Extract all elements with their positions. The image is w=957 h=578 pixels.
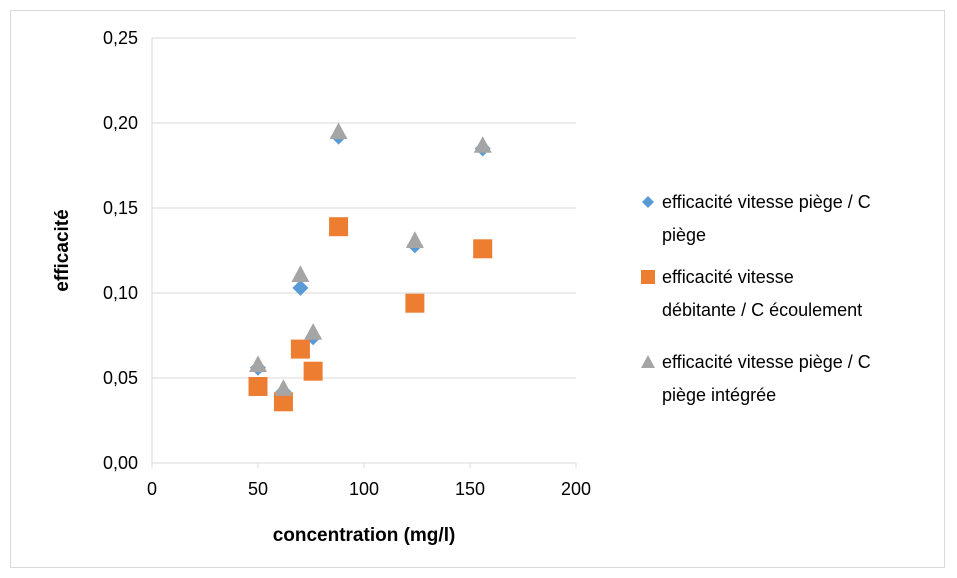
y-tick-label: 0,05 bbox=[103, 368, 138, 388]
legend-label: efficacité vitesse bbox=[662, 267, 794, 287]
data-point-square bbox=[473, 239, 493, 259]
legend-label: débitante / C écoulement bbox=[662, 300, 862, 320]
data-point-square bbox=[273, 392, 293, 412]
y-tick-label: 0,25 bbox=[103, 28, 138, 48]
series-square bbox=[248, 217, 493, 412]
y-tick-label: 0,15 bbox=[103, 198, 138, 218]
y-tick-label: 0,10 bbox=[103, 283, 138, 303]
data-point-square bbox=[290, 339, 310, 359]
legend: efficacité vitesse piège / C piège efficac… bbox=[641, 192, 871, 405]
data-point-square bbox=[248, 377, 268, 396]
x-axis-title: concentration (mg/l) bbox=[273, 525, 456, 546]
legend-marker-triangle bbox=[641, 355, 655, 368]
y-axis-title: efficacité bbox=[52, 209, 73, 291]
x-tick-label: 100 bbox=[349, 479, 379, 499]
data-point-diamond bbox=[292, 279, 309, 296]
y-tick-label: 0,20 bbox=[103, 113, 138, 133]
data-point-triangle bbox=[473, 136, 492, 153]
x-tick-label: 0 bbox=[147, 479, 157, 499]
x-tick-label: 200 bbox=[561, 479, 591, 499]
legend-label: piège intégrée bbox=[662, 385, 776, 405]
data-points bbox=[248, 122, 493, 412]
y-tick-labels: 0,00 0,05 0,10 0,15 0,20 0,25 bbox=[103, 28, 138, 473]
axes bbox=[151, 38, 577, 468]
data-point-triangle bbox=[249, 355, 267, 373]
data-point-triangle bbox=[274, 379, 293, 396]
x-tick-label: 150 bbox=[455, 479, 485, 499]
chart-area bbox=[10, 10, 945, 568]
data-point-triangle bbox=[405, 231, 424, 248]
series-diamond bbox=[250, 128, 491, 400]
x-tick-labels: 0 50 100 150 200 bbox=[147, 479, 591, 499]
legend-label: efficacité vitesse piège / C bbox=[662, 352, 871, 372]
data-point-square bbox=[405, 293, 425, 313]
data-point-triangle bbox=[304, 323, 323, 340]
y-tick-label: 0,00 bbox=[103, 453, 138, 473]
series-triangle bbox=[249, 122, 492, 396]
data-point-triangle bbox=[291, 265, 310, 282]
legend-marker-diamond bbox=[642, 196, 654, 208]
data-point-square bbox=[303, 361, 323, 381]
x-tick-label: 50 bbox=[248, 479, 268, 499]
legend-label: piège bbox=[662, 225, 706, 245]
data-point-square bbox=[329, 217, 349, 237]
legend-marker-square bbox=[641, 270, 655, 284]
legend-label: efficacité vitesse piège / C bbox=[662, 192, 871, 212]
data-point-triangle bbox=[329, 122, 348, 140]
gridlines bbox=[152, 37, 576, 379]
